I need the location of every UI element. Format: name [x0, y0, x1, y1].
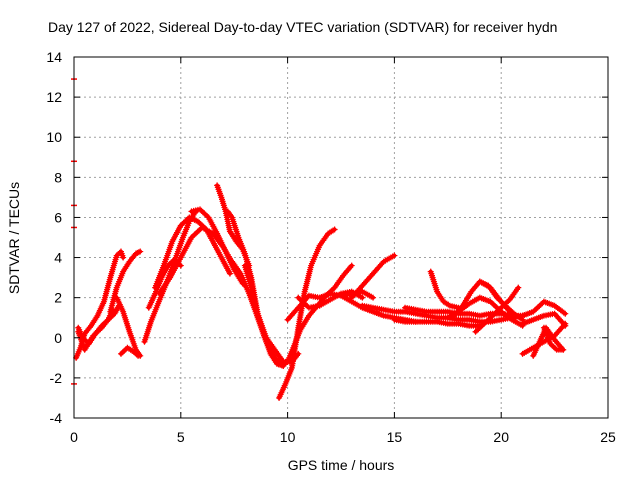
data-point [331, 226, 338, 233]
x-tick-label: 0 [70, 429, 78, 445]
x-tick-label: 25 [600, 429, 616, 445]
y-tick-label: 12 [46, 89, 62, 105]
y-tick-label: 2 [54, 290, 62, 306]
data-point [295, 350, 302, 357]
series-track34 [540, 324, 567, 353]
series-track20 [348, 252, 398, 301]
y-tick-label: 14 [46, 49, 62, 65]
series-track19 [295, 288, 366, 311]
y-tick-label: 6 [54, 209, 62, 225]
grid [74, 57, 608, 418]
x-tick-label: 15 [387, 429, 403, 445]
series-track29 [476, 278, 526, 323]
data-point [226, 270, 233, 277]
data-point [359, 294, 366, 301]
x-axis-label: GPS time / hours [288, 457, 395, 473]
series-track23 [391, 316, 483, 329]
chart-title: Day 127 of 2022, Sidereal Day-to-day VTE… [48, 19, 557, 35]
y-tick-label: 4 [54, 250, 62, 266]
series-track6 [117, 344, 142, 359]
data-point [562, 320, 569, 327]
data-point [370, 294, 377, 301]
y-tick-label: -4 [50, 410, 63, 426]
y-tick-label: -2 [50, 370, 63, 386]
y-tick-label: 8 [54, 169, 62, 185]
plot-area [71, 78, 569, 401]
y-tick-label: 0 [54, 330, 62, 346]
x-tick-label: 5 [177, 429, 185, 445]
data-point [120, 254, 127, 261]
y-axis-label: SDTVAR / TECUs [6, 182, 22, 294]
series-track16 [276, 226, 338, 401]
axes: 0 5 10 15 20 25 -4 -2 0 2 4 6 8 10 12 14 [46, 49, 616, 445]
data-point [391, 252, 398, 259]
series-track25 [427, 268, 462, 311]
data-point [137, 248, 144, 255]
data-point [515, 284, 522, 291]
data-point [135, 352, 142, 359]
series-trace [76, 307, 115, 346]
data-point [560, 346, 567, 353]
series-track13 [224, 208, 293, 369]
series-track9 [152, 214, 233, 291]
plot-frame [73, 56, 609, 419]
series-track3 [75, 306, 116, 347]
x-tick-label: 10 [280, 429, 296, 445]
data-point [348, 262, 355, 269]
y-tick-label: 10 [46, 129, 62, 145]
x-tick-label: 20 [493, 429, 509, 445]
series-track30 [519, 298, 569, 319]
data-point [562, 310, 569, 317]
series-track4 [107, 248, 144, 315]
